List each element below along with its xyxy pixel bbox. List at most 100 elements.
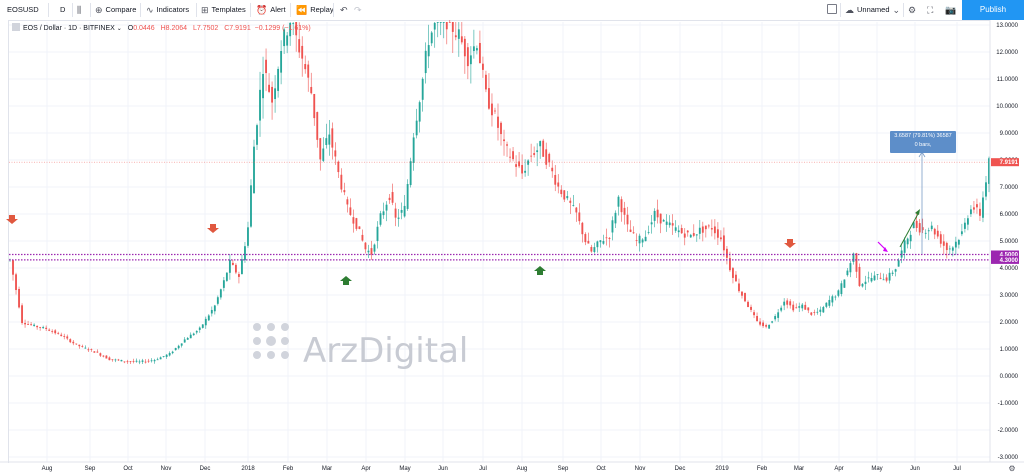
candle-body [415, 120, 418, 136]
candle-body [957, 239, 960, 245]
time-axis-tick-label: Jul [479, 466, 487, 472]
time-axis-tick-label: Jun [438, 466, 448, 472]
measure-line-1: 3.6587 (79.81%) 36587 [894, 133, 952, 139]
price-axis-tick-label: 4.0000 [1000, 266, 1019, 272]
time-axis-tick-label: Mar [794, 466, 804, 472]
candle-body [641, 239, 644, 243]
candle-body [521, 165, 524, 174]
candle-body [891, 272, 894, 274]
alert-button[interactable]: ⏰ Alert [256, 0, 286, 20]
buy-signal-arrow [340, 276, 352, 285]
candle-body [650, 222, 653, 225]
candle-body [322, 148, 325, 161]
candle-body [969, 209, 972, 215]
candle-body [385, 204, 388, 211]
candle-body [93, 351, 96, 353]
price-axis-tick-label: 1.0000 [1000, 347, 1019, 353]
chevron-down-icon[interactable]: ⌄ [116, 26, 122, 32]
time-axis-tick-label: Jun [910, 466, 920, 472]
candle-body [611, 220, 614, 233]
candle-body [439, 22, 442, 23]
candle-body [515, 164, 518, 167]
candle-body [985, 182, 987, 197]
candle-body [481, 63, 484, 70]
candle-body [509, 156, 511, 158]
price-chart[interactable]: ArzDigital 13.0000 12.0000 11.0000 10.0000 9.… [0, 20, 1024, 475]
candle-body [280, 51, 283, 73]
fullscreen-button[interactable]: ⛶ [927, 0, 936, 20]
candle-body [427, 45, 430, 57]
toolbar-divider [196, 3, 197, 17]
candle-body [581, 222, 584, 235]
support-level-tag [991, 250, 1019, 259]
toolbar-divider [903, 3, 904, 17]
candle-body [81, 346, 84, 347]
gear-icon[interactable]: ⚙ [1008, 464, 1015, 473]
price-axis[interactable] [990, 20, 1024, 475]
layout-selector[interactable]: ☁ Unnamed ⌄ [845, 0, 903, 20]
candle-body [512, 151, 514, 160]
indicators-button[interactable]: ∿ Indicators [146, 0, 189, 20]
candle-body [126, 361, 129, 363]
candle-body [735, 274, 737, 282]
undo-button[interactable]: ↶ [340, 0, 351, 20]
candle-body [575, 207, 578, 213]
candle-body [156, 359, 159, 361]
candle-body [786, 300, 789, 305]
publish-button[interactable]: Publish [962, 0, 1024, 20]
candle-body [671, 223, 674, 226]
replay-button[interactable]: ⏪ Replay [296, 0, 334, 20]
candle-body [960, 231, 963, 235]
candle-body [298, 39, 301, 53]
compare-button[interactable]: ⊕ Compare [95, 0, 136, 20]
symbol-search[interactable]: EOSUSD [7, 5, 39, 14]
price-axis-tick-label: 2.0000 [1000, 320, 1019, 326]
redo-button[interactable]: ↷ [354, 0, 365, 20]
sell-signal-arrow [207, 224, 219, 233]
candle-body [578, 212, 581, 222]
price-axis-tick-label: 9.0000 [1000, 131, 1019, 137]
candle-body [792, 304, 795, 311]
candle-body [433, 22, 436, 30]
candle-body [307, 64, 310, 78]
candle-body [253, 146, 255, 194]
candle-body [695, 234, 698, 236]
candle-body [882, 279, 885, 281]
candle-body [334, 150, 337, 157]
time-axis-tick-label: Feb [757, 466, 768, 472]
candle-body [491, 103, 493, 116]
candle-body [27, 324, 30, 325]
candle-body [247, 227, 249, 246]
candle-body [963, 222, 966, 229]
time-axis[interactable] [0, 463, 1024, 475]
candle-body [337, 161, 340, 173]
chart-style-button[interactable]: ⫼ [77, 0, 84, 20]
candle-body [60, 334, 63, 337]
candle-body [228, 259, 231, 273]
candle-body [259, 89, 261, 121]
candle-body [219, 289, 222, 298]
snapshot-button[interactable]: 📷 [945, 0, 959, 20]
candle-body [274, 88, 277, 100]
interval-selector[interactable]: D [60, 5, 66, 14]
candle-body [33, 324, 36, 326]
templates-button[interactable]: ⊞ Templates [201, 0, 246, 20]
candle-body [979, 208, 981, 216]
candle-body [343, 190, 346, 193]
sell-signal-arrow [6, 215, 18, 224]
candle-body [286, 35, 289, 46]
candle-body [21, 305, 23, 324]
candle-body [858, 266, 861, 286]
candle-body [533, 153, 536, 155]
checkbox-toggle[interactable] [827, 0, 837, 20]
candle-body [870, 277, 873, 282]
candle-body [719, 237, 722, 240]
toolbar-divider [140, 3, 141, 17]
settings-button[interactable]: ⚙ [908, 0, 919, 20]
top-toolbar: EOSUSD D ⫼ ⊕ Compare ∿ Indicators ⊞ Templat… [0, 0, 1024, 21]
time-axis-tick-label: Dec [200, 466, 211, 472]
candle-body [418, 102, 421, 122]
candle-body [852, 253, 855, 262]
candle-body [448, 22, 451, 23]
plus-circle-icon: ⊕ [95, 5, 103, 15]
